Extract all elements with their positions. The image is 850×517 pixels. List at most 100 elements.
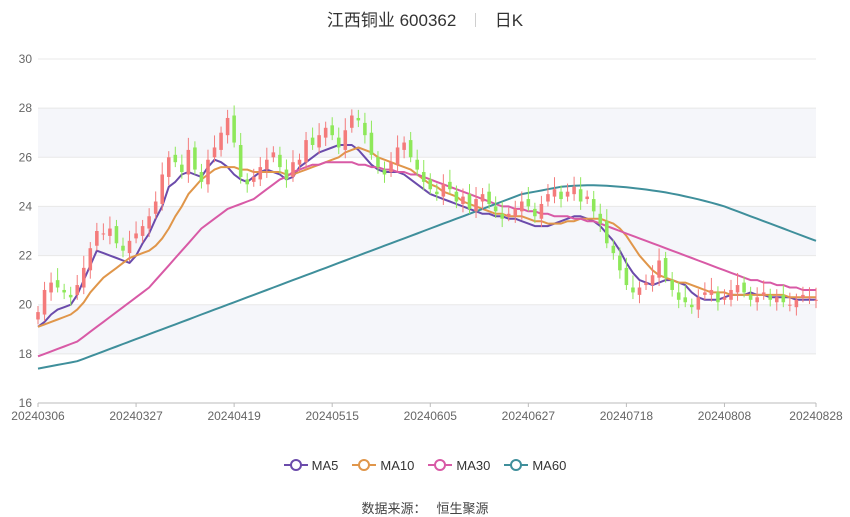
candle-body <box>42 289 47 315</box>
candle-body <box>670 280 674 290</box>
legend-item-ma10[interactable]: MA10 <box>352 458 414 473</box>
candle-body <box>330 125 334 136</box>
legend: MA5 MA10 MA30 MA60 <box>0 458 850 473</box>
period-tab-daily[interactable]: 日K <box>494 11 524 30</box>
candle-body <box>814 299 818 301</box>
candle-body <box>454 191 459 202</box>
candle-body <box>480 194 485 202</box>
chart-title-bar: 江西铜业 600362 日K <box>0 6 850 31</box>
candle-body <box>781 294 786 303</box>
candle-body <box>323 127 328 138</box>
candle-body <box>114 226 119 244</box>
y-tick-label: 22 <box>19 249 33 263</box>
candle-body <box>140 226 145 236</box>
candle-body <box>722 297 727 300</box>
candle-body <box>735 285 740 293</box>
legend-item-ma60[interactable]: MA60 <box>504 458 566 473</box>
candle-body <box>474 199 478 212</box>
candle-body <box>578 189 583 202</box>
candle-body <box>709 289 714 295</box>
y-tick-label: 24 <box>19 199 33 213</box>
candle-body <box>121 245 125 251</box>
candle-body <box>696 297 701 310</box>
candle-body <box>624 267 629 286</box>
candle-body <box>801 294 805 298</box>
candle-body <box>415 159 419 170</box>
candle-body <box>716 292 720 303</box>
candle-body <box>689 304 694 308</box>
ma60-line <box>37 184 817 370</box>
candle-body <box>559 191 563 200</box>
title-divider <box>475 13 477 27</box>
legend-item-ma5[interactable]: MA5 <box>283 458 339 473</box>
candle-body <box>644 282 648 286</box>
candle-body <box>363 122 367 136</box>
candle-body <box>134 233 138 239</box>
candle-body <box>343 130 348 150</box>
ma5-line <box>37 144 816 328</box>
y-tick-label: 30 <box>19 52 33 66</box>
candle-body <box>350 115 354 128</box>
candle-body <box>245 179 249 185</box>
candle-body <box>676 292 681 300</box>
candle-body <box>729 289 733 300</box>
candle-body <box>441 184 446 197</box>
candle-body <box>232 115 236 143</box>
moving-average-lines <box>37 144 817 370</box>
candle-body <box>62 289 66 293</box>
candle-body <box>212 147 217 158</box>
candle-body <box>513 208 518 217</box>
candle-body <box>683 297 688 303</box>
legend-label: MA5 <box>311 458 339 473</box>
y-tick-label: 20 <box>19 298 33 312</box>
legend-item-ma30[interactable]: MA30 <box>428 458 490 473</box>
candle-body <box>68 294 73 298</box>
legend-label: MA60 <box>532 458 567 473</box>
plot-band <box>38 304 816 354</box>
candle-body <box>631 287 635 293</box>
y-tick-label: 16 <box>19 396 33 410</box>
legend-label: MA10 <box>380 458 415 473</box>
candle-body <box>356 117 361 121</box>
candle-body <box>382 169 387 175</box>
candle-body <box>297 159 302 165</box>
ma30-line <box>37 161 816 358</box>
candle-body <box>206 159 210 185</box>
candle-body <box>225 117 230 136</box>
candle-body <box>193 147 197 170</box>
candle-body <box>160 174 165 204</box>
candle-body <box>526 199 531 207</box>
candle-body <box>637 287 642 295</box>
candle-body <box>395 147 400 165</box>
candle-body <box>408 140 413 158</box>
candle-body <box>467 194 472 209</box>
candle-body <box>278 154 282 168</box>
candle-body <box>166 157 171 177</box>
candle-body <box>742 282 746 293</box>
legend-label: MA30 <box>456 458 491 473</box>
candle-body <box>520 201 524 212</box>
x-tick-label: 20240605 <box>404 409 458 423</box>
data-source: 数据来源： 恒生聚源 <box>0 498 850 517</box>
candle-body <box>761 292 766 295</box>
candle-body <box>618 255 622 271</box>
candle-body <box>755 297 759 303</box>
candle-body <box>36 312 40 320</box>
candle-body <box>605 221 609 244</box>
ma10-line <box>37 146 816 328</box>
candle-body <box>611 245 616 254</box>
y-tick-label: 28 <box>19 101 33 115</box>
candle-body <box>663 258 668 278</box>
x-tick-label: 20240327 <box>109 409 163 423</box>
candle-body <box>88 248 93 271</box>
candle-body <box>493 206 498 212</box>
candle-body <box>585 196 589 200</box>
candle-body <box>238 145 243 177</box>
candle-body <box>376 157 380 168</box>
candle-body <box>75 285 80 295</box>
candle-body <box>539 203 544 219</box>
candle-body <box>310 137 315 145</box>
candle-body <box>598 213 603 224</box>
candle-body <box>565 191 570 197</box>
